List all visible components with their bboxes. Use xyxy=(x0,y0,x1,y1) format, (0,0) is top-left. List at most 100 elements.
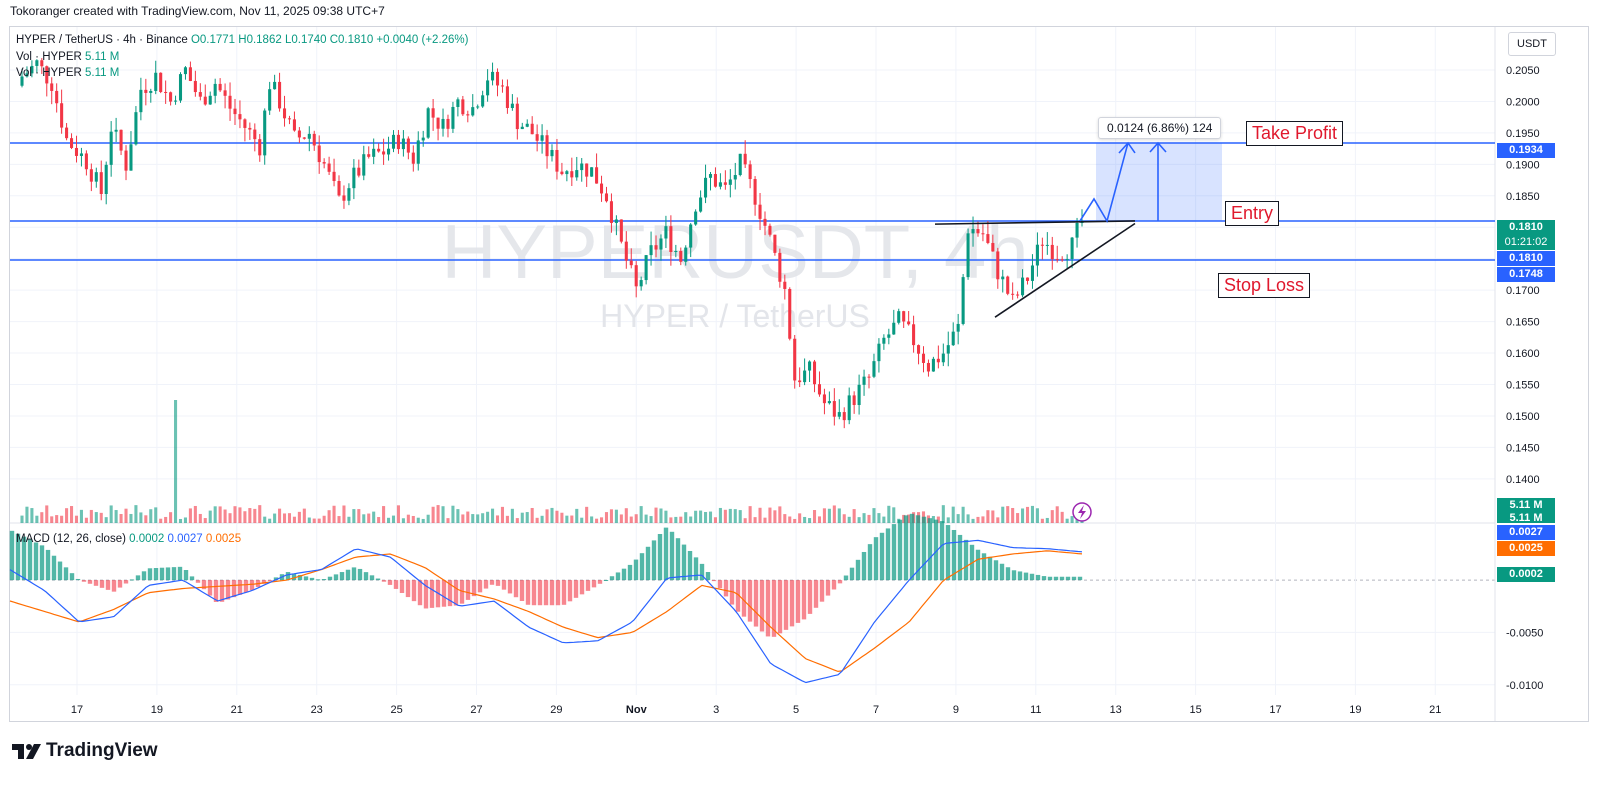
candle-body xyxy=(892,322,896,335)
macd-hist-bar xyxy=(453,580,459,606)
volume-bar xyxy=(401,518,405,523)
macd-hist-bar xyxy=(447,580,453,607)
candle-body xyxy=(342,195,346,201)
macd-hist-bar xyxy=(783,580,789,630)
candle-body xyxy=(273,81,277,90)
volume-bar xyxy=(803,516,807,523)
macd-hist-bar xyxy=(147,568,153,581)
macd-hist-bar xyxy=(231,580,237,598)
macd-hist-bar xyxy=(951,529,957,581)
volume-bar xyxy=(788,516,792,523)
volume-bar xyxy=(609,509,613,523)
candle-body xyxy=(619,219,623,242)
macd-hist-bar xyxy=(81,580,87,582)
legend-change: +0.0040 (+2.26%) xyxy=(376,34,469,46)
time-axis: 17 19 21 23 25 27 29 Nov 3 5 7 9 11 13 15 17 19 21 xyxy=(71,704,1442,716)
volume-bar xyxy=(411,515,415,523)
volume-bar xyxy=(109,505,113,523)
tradingview-logo[interactable]: TradingView xyxy=(12,740,158,762)
candle-body xyxy=(1016,294,1020,296)
volume-bar xyxy=(25,506,29,523)
watermark-symbol: HYPERUSDT, 4h xyxy=(441,210,1028,295)
stop-loss-label: Stop Loss xyxy=(1218,273,1311,298)
volume-bar xyxy=(94,512,98,523)
lightning-icon[interactable] xyxy=(1072,502,1092,522)
candle-body xyxy=(798,380,802,383)
candle-body xyxy=(203,96,207,105)
trend-drawings xyxy=(934,141,1167,318)
candle-body xyxy=(768,225,772,235)
volume-bar xyxy=(263,516,267,523)
candle-body xyxy=(778,252,782,282)
macd-hist-bar xyxy=(261,580,267,584)
candle-body xyxy=(887,334,891,338)
candle-body xyxy=(1055,259,1059,261)
candle-body xyxy=(708,174,713,178)
time-tick: 15 xyxy=(1189,704,1201,716)
candle-body xyxy=(183,67,187,75)
volume-bar xyxy=(362,514,366,523)
volume-bar xyxy=(461,514,465,523)
volume-bar xyxy=(183,517,187,523)
candle-body xyxy=(391,134,396,149)
candle-body xyxy=(842,412,846,421)
candle-body xyxy=(718,182,722,187)
volume-bar xyxy=(570,515,574,523)
projection-path xyxy=(1079,142,1129,224)
volume-bar xyxy=(406,514,410,523)
candle-body xyxy=(282,108,287,119)
price-tick: 0.1550 xyxy=(1506,380,1540,392)
volume-bar xyxy=(862,513,866,523)
macd-hist-bar xyxy=(345,569,351,581)
macd-hist-bar xyxy=(27,539,33,581)
candle-body xyxy=(387,148,391,155)
volume-bar xyxy=(1006,506,1010,523)
candle-body xyxy=(198,92,202,97)
macd-hist-bar xyxy=(399,580,405,593)
volume-bars xyxy=(20,400,1084,523)
macd-hist-bar xyxy=(639,553,645,581)
volume-bar xyxy=(159,518,163,523)
volume-bar xyxy=(624,508,628,523)
macd-hist-bar xyxy=(1071,576,1077,581)
candle-body xyxy=(223,90,227,96)
candle-body xyxy=(812,361,817,385)
macd-hist-bar xyxy=(975,549,981,581)
volume-bar xyxy=(69,506,74,523)
candle-body xyxy=(79,153,83,156)
volume-bar xyxy=(268,518,272,523)
candle-body xyxy=(674,251,678,253)
volume-bar xyxy=(966,514,970,523)
volume-bar xyxy=(1025,506,1030,523)
volume-bar xyxy=(510,508,514,523)
candle-body xyxy=(446,118,450,129)
candle-body xyxy=(822,394,826,404)
macd-hist-bar xyxy=(105,580,111,590)
candle-body xyxy=(1060,259,1064,261)
volume-bar xyxy=(45,505,49,523)
volume-tag-1: 5.11 M xyxy=(1497,498,1555,513)
candle-body xyxy=(55,90,59,104)
volume-bar xyxy=(669,517,673,523)
volume-bar xyxy=(35,515,39,523)
candle-body xyxy=(986,234,990,243)
candle-body xyxy=(882,337,886,344)
volume-bar xyxy=(599,517,604,523)
candle-body xyxy=(451,106,455,129)
currency-button[interactable]: USDT xyxy=(1508,32,1556,56)
volume-bar xyxy=(396,505,400,523)
candle-body xyxy=(208,95,212,105)
candle-body xyxy=(555,149,559,172)
time-tick: 17 xyxy=(71,704,83,716)
macd-signal-value: 0.0025 xyxy=(205,533,242,545)
candle-body xyxy=(20,76,24,86)
volume-bar xyxy=(887,505,891,523)
volume-bar xyxy=(971,518,975,523)
volume-bar xyxy=(530,507,534,523)
candle-body xyxy=(803,370,807,383)
legend-vol-label: Vol · HYPER xyxy=(16,67,82,79)
macd-hist-bar xyxy=(1059,576,1065,581)
macd-hist-bar xyxy=(519,580,525,601)
macd-hist-bar xyxy=(747,580,753,622)
